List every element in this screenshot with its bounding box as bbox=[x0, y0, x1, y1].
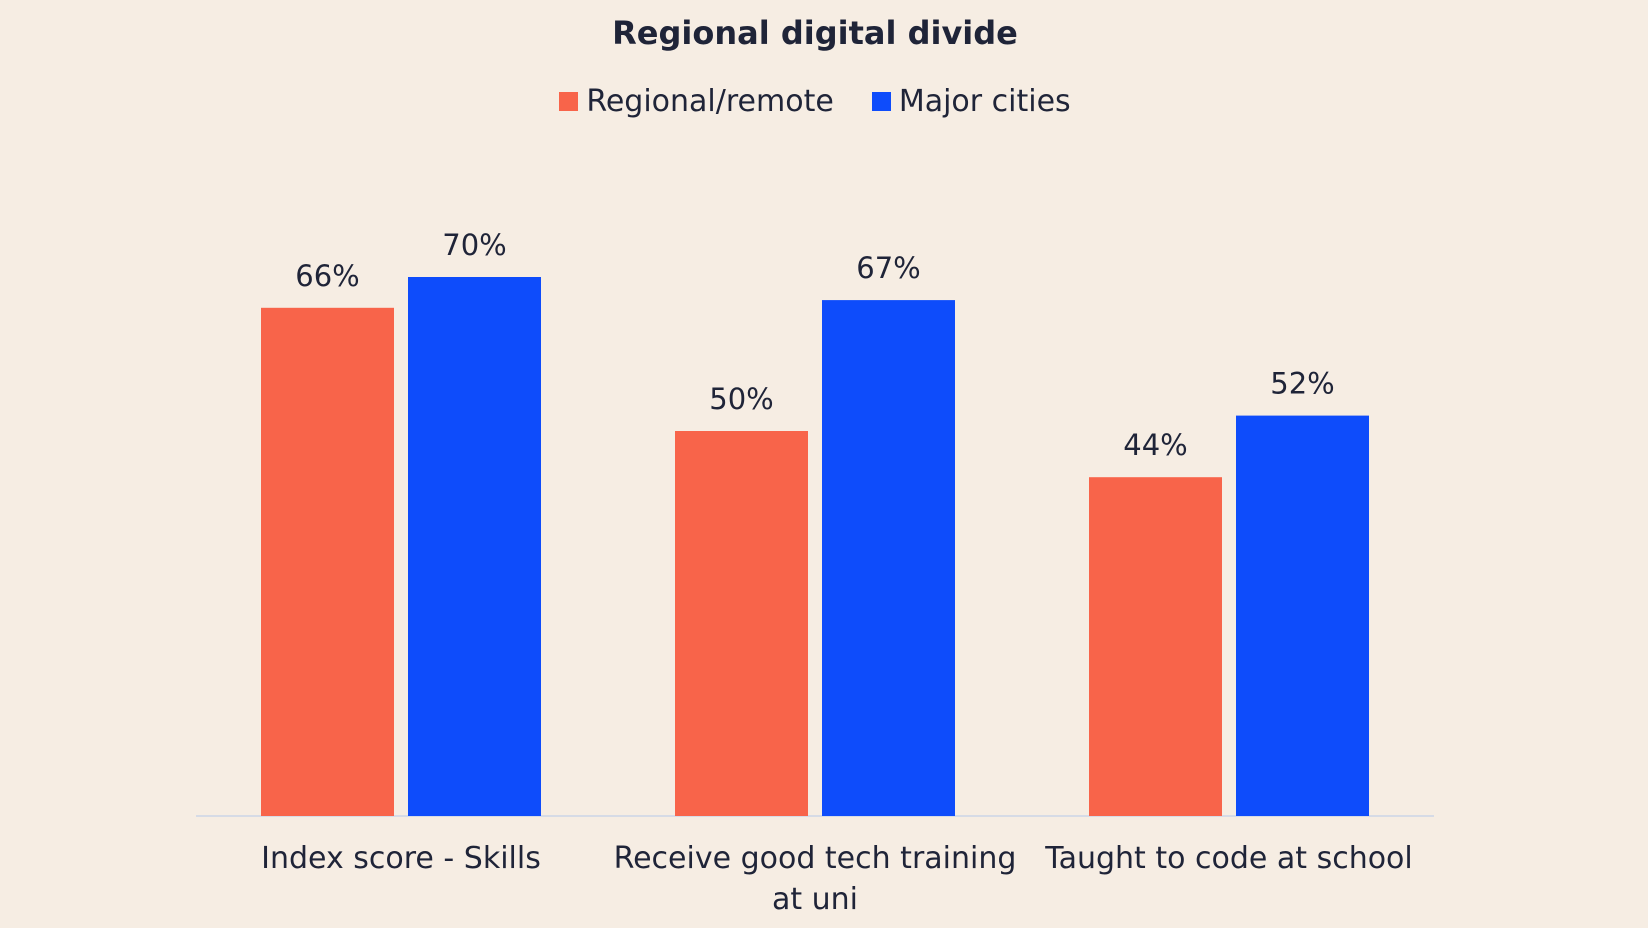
chart-title: Regional digital divide bbox=[612, 14, 1018, 52]
category-label-1-line-1: at uni bbox=[772, 882, 858, 917]
data-label-major-cities-2: 52% bbox=[1270, 367, 1334, 401]
data-label-major-cities-1: 67% bbox=[856, 251, 920, 285]
legend-item-major-cities: Major cities bbox=[871, 84, 1071, 119]
bar-regional-2 bbox=[1089, 477, 1222, 816]
category-label-1-line-0: Receive good tech training bbox=[614, 841, 1017, 876]
category-label-2: Taught to code at school bbox=[1044, 841, 1413, 876]
legend-swatch-regional bbox=[559, 92, 579, 111]
bar-major-cities-2 bbox=[1236, 415, 1369, 816]
chart-legend: Regional/remote Major cities bbox=[0, 84, 1630, 119]
legend-item-regional: Regional/remote bbox=[559, 84, 834, 119]
legend-label-regional: Regional/remote bbox=[586, 84, 834, 119]
data-label-major-cities-0: 70% bbox=[442, 228, 506, 262]
bar-major-cities-0 bbox=[408, 277, 541, 816]
legend-swatch-major-cities bbox=[871, 92, 891, 111]
legend-label-major-cities: Major cities bbox=[898, 84, 1071, 119]
data-label-regional-2: 44% bbox=[1123, 428, 1187, 462]
bar-regional-1 bbox=[675, 431, 808, 816]
data-label-regional-1: 50% bbox=[709, 382, 773, 416]
category-label-0: Index score - Skills bbox=[261, 841, 541, 876]
bar-major-cities-1 bbox=[822, 300, 955, 817]
data-label-regional-0: 66% bbox=[295, 259, 359, 293]
bar-regional-0 bbox=[261, 307, 394, 816]
